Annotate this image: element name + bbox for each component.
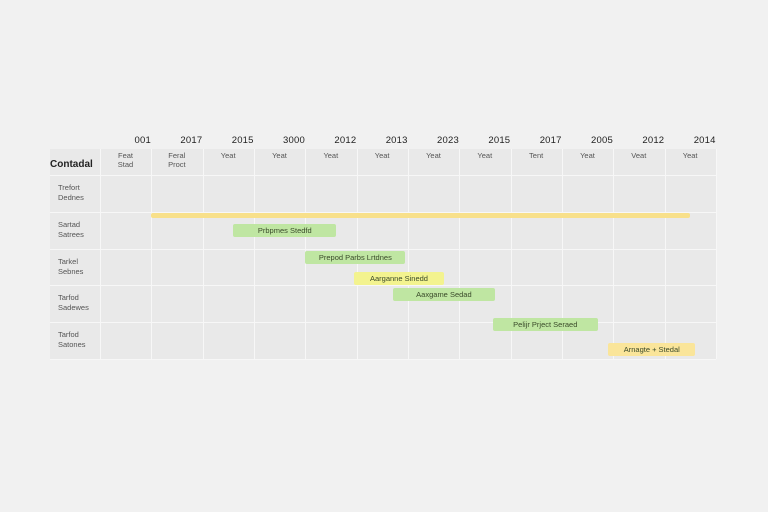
grid-vline bbox=[715, 149, 717, 359]
column-header: Yeat bbox=[305, 151, 356, 160]
column-header-line1: Yeat bbox=[580, 151, 595, 160]
row-label-line2: Sebnes bbox=[58, 266, 84, 276]
column-header: Yeat bbox=[459, 151, 510, 160]
row-label-line1: Sartad bbox=[58, 219, 81, 229]
grid-hline bbox=[50, 211, 716, 213]
column-header-line2: Proct bbox=[168, 160, 186, 169]
column-header: Feral Proct bbox=[151, 151, 202, 169]
year-tick-label: 2014 bbox=[693, 135, 716, 146]
row-label: Tarkel Sebnes bbox=[58, 257, 98, 277]
grid-hline bbox=[50, 359, 716, 360]
row-label: Tarfod Satones bbox=[58, 330, 98, 350]
column-header-line1: Veat bbox=[631, 151, 647, 160]
column-header-line1: Yeat bbox=[220, 151, 236, 160]
year-tick-label: 3000 bbox=[283, 135, 305, 146]
corner-label: Contadal bbox=[50, 159, 93, 170]
column-header-line1: Yeat bbox=[272, 151, 287, 160]
grid-vline bbox=[561, 149, 563, 359]
row-label-line2: Satones bbox=[58, 340, 86, 350]
column-header-line1: Feat bbox=[117, 151, 133, 160]
column-header: Yeat bbox=[562, 151, 613, 160]
column-header: Tent bbox=[511, 151, 562, 160]
column-header-line1: Yeat bbox=[426, 151, 441, 160]
year-tick-label: 2023 bbox=[437, 135, 459, 146]
grid-vline bbox=[510, 149, 512, 359]
grid-vline bbox=[100, 149, 101, 359]
gantt-chart: 001 2017 2015 3000 2012 2013 2023 2015 2017 2005 2… bbox=[50, 135, 717, 360]
row-label: Tarfod Sadewes bbox=[58, 293, 98, 313]
year-tick-label: 2017 bbox=[539, 135, 562, 146]
row-label: Trefort Dednes bbox=[58, 183, 98, 203]
column-header: Yeat bbox=[665, 151, 716, 160]
task-bar[interactable]: Prbpmes Stedfd bbox=[233, 223, 337, 237]
task-bar[interactable]: Aarganne Sinedd bbox=[354, 271, 444, 285]
row-label-line1: Tarkel bbox=[58, 256, 79, 266]
row-label-line2: Satrees bbox=[58, 229, 84, 239]
row-label-line1: Tarfod bbox=[58, 330, 79, 340]
grid-hline bbox=[50, 248, 716, 250]
row-label-line1: Tarfod bbox=[58, 293, 79, 303]
row-label: Sartad Satrees bbox=[58, 220, 98, 240]
grid-vline bbox=[613, 149, 615, 359]
grid-hline bbox=[50, 322, 716, 324]
grid-vline bbox=[459, 149, 461, 359]
year-tick-label: 2012 bbox=[334, 135, 357, 146]
column-header: Yeat bbox=[357, 151, 408, 160]
year-tick-label: 2013 bbox=[385, 135, 408, 146]
row-label-line2: Dednes bbox=[58, 193, 84, 202]
year-tick-label: 001 bbox=[134, 135, 151, 146]
column-header: Feat Stad bbox=[100, 151, 151, 169]
row-label-line1: Trefort bbox=[58, 183, 80, 192]
grid-hline bbox=[50, 175, 716, 176]
column-header: Yeat bbox=[254, 151, 305, 160]
task-bar[interactable]: Arnagte + Stedal bbox=[608, 343, 696, 357]
column-header-line1: Feral bbox=[168, 151, 186, 160]
grid-vline bbox=[407, 149, 409, 359]
column-header: Veat bbox=[613, 151, 664, 160]
column-header-line1: Yeat bbox=[477, 151, 493, 160]
year-axis: 001 2017 2015 3000 2012 2013 2023 2015 2017 2005 2… bbox=[100, 135, 716, 149]
year-tick-label: 2015 bbox=[231, 135, 254, 146]
grid-hline bbox=[50, 285, 716, 287]
grid-vline bbox=[202, 149, 204, 359]
task-bar[interactable]: Aaxgame Sedad bbox=[392, 288, 496, 302]
column-header: Yeat bbox=[203, 151, 254, 160]
column-header-line2: Stad bbox=[117, 160, 134, 169]
task-bar[interactable]: Pelijr Prject Seraed bbox=[492, 317, 598, 331]
grid-vline bbox=[253, 149, 255, 359]
task-bar[interactable]: Prepod Parbs Lrtdnes bbox=[305, 251, 406, 265]
row-label-line2: Sadewes bbox=[58, 303, 89, 313]
header-row: Contadal Feat Stad Feral Proct Yeat Yeat Yeat Y… bbox=[50, 149, 716, 175]
column-header-line1: Yeat bbox=[323, 151, 339, 160]
year-tick-label: 2017 bbox=[180, 135, 203, 146]
year-tick-label: 2012 bbox=[642, 135, 665, 146]
timeline-span-bar[interactable] bbox=[151, 212, 691, 218]
grid-vline bbox=[664, 149, 666, 359]
chart-grid: Contadal Feat Stad Feral Proct Yeat Yeat Yeat Y… bbox=[50, 149, 717, 360]
year-tick-label: 2005 bbox=[591, 135, 613, 146]
column-header-line1: Yeat bbox=[374, 151, 390, 160]
year-tick-label: 2015 bbox=[488, 135, 511, 146]
grid-vline bbox=[151, 149, 153, 359]
column-header: Yeat bbox=[408, 151, 459, 160]
column-header-line1: Tent bbox=[529, 151, 544, 160]
column-header-line1: Yeat bbox=[682, 151, 698, 160]
